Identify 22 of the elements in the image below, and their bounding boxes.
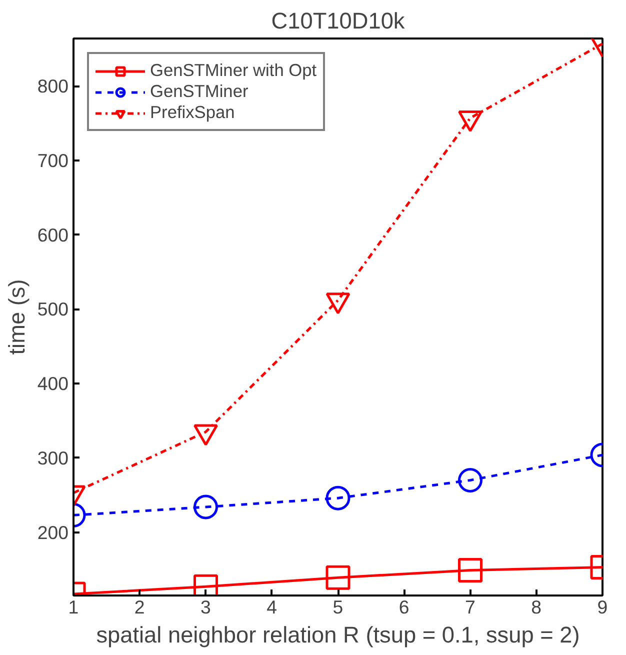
- x-tick-label: 3: [200, 596, 211, 618]
- y-tick-label: 800: [37, 76, 69, 97]
- x-tick-label: 8: [531, 596, 542, 618]
- y-tick-label: 400: [37, 373, 69, 394]
- x-tick-label: 2: [134, 596, 145, 618]
- chart-title: C10T10D10k: [271, 8, 406, 34]
- legend-label: GenSTMiner: [150, 81, 248, 102]
- x-tick-label: 4: [266, 596, 278, 618]
- x-tick-label: 6: [398, 596, 410, 618]
- x-tick-label: 5: [332, 596, 344, 618]
- y-tick-label: 600: [37, 224, 69, 246]
- y-axis-title: time (s): [3, 279, 30, 355]
- x-tick-label: 1: [68, 596, 79, 618]
- x-tick-label: 9: [597, 596, 608, 618]
- y-tick-label: 300: [37, 447, 69, 468]
- y-tick-label: 500: [37, 298, 69, 320]
- x-tick-label: 7: [465, 596, 476, 618]
- legend-label: PrefixSpan: [150, 102, 235, 123]
- y-tick-label: 200: [37, 522, 69, 543]
- legend-label: GenSTMiner with Opt: [150, 60, 317, 81]
- y-tick-label: 700: [37, 150, 69, 171]
- x-axis-title: spatial neighbor relation R (tsup = 0.1, ssup = 2): [96, 622, 580, 648]
